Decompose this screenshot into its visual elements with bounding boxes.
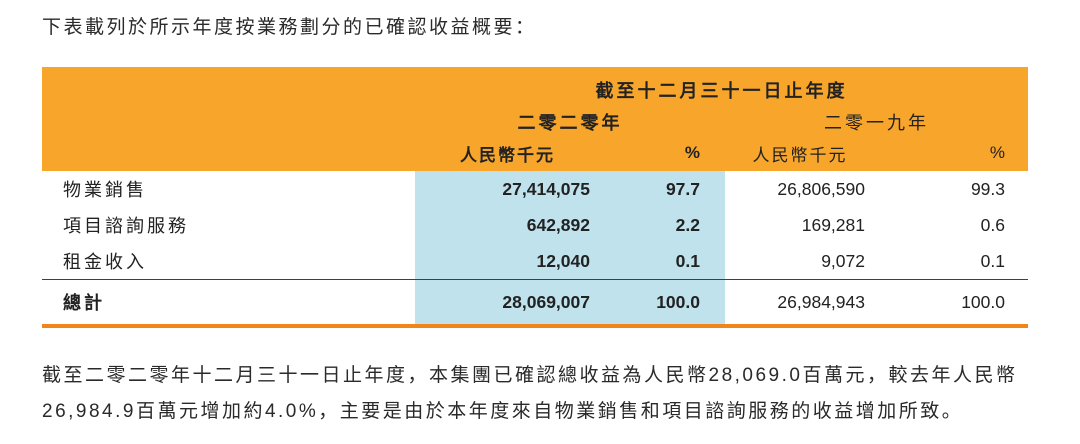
row-label: 物業銷售 bbox=[63, 180, 147, 200]
pct-2020: 0.1 bbox=[675, 250, 700, 271]
amount-2020: 642,892 bbox=[526, 214, 590, 235]
pct-2020: 2.2 bbox=[675, 214, 700, 235]
unit-label-2019: 人民幣千元 bbox=[752, 145, 848, 165]
total-separator-rule bbox=[42, 279, 1028, 280]
unit-label-2020: 人民幣千元 bbox=[460, 145, 555, 165]
pct-2019: 99.3 bbox=[970, 178, 1005, 199]
row-label: 租金收入 bbox=[63, 252, 147, 272]
pct-2019: 0.6 bbox=[980, 214, 1005, 235]
header-row-period: 截至十二月三十一日止年度 bbox=[42, 74, 1028, 106]
header-row-years: 二零二零年 二零一九年 bbox=[42, 106, 1028, 138]
summary-paragraph: 截至二零二零年十二月三十一日止年度，本集團已確認總收益為人民幣28,069.0百… bbox=[42, 358, 1070, 430]
amount-2020: 27,414,075 bbox=[502, 178, 590, 199]
intro-text: 下表載列於所示年度按業務劃分的已確認收益概要： bbox=[42, 17, 537, 38]
amount-2019: 26,806,590 bbox=[777, 178, 865, 199]
amount-2020: 12,040 bbox=[536, 250, 590, 271]
pct-label-2020: % bbox=[684, 143, 700, 162]
table-body: 物業銷售 27,414,075 97.7 26,806,590 99.3 項目諮… bbox=[42, 171, 1028, 324]
table-row-total: 總計 28,069,007 100.0 26,984,943 100.0 bbox=[42, 280, 1028, 324]
total-amount-2020: 28,069,007 bbox=[502, 291, 590, 312]
total-amount-2019: 26,984,943 bbox=[777, 291, 865, 312]
highlight-band-2020 bbox=[415, 171, 725, 324]
row-label: 項目諮詢服務 bbox=[63, 216, 189, 236]
amount-2019: 169,281 bbox=[801, 214, 865, 235]
pct-2020: 97.7 bbox=[665, 178, 700, 199]
pct-2019: 0.1 bbox=[980, 250, 1005, 271]
pct-label-2019: % bbox=[989, 143, 1005, 162]
summary-line-2: 26,984.9百萬元增加約4.0%，主要是由於本年度來自物業銷售和項目諮詢服務… bbox=[42, 401, 964, 422]
header-row-units: 人民幣千元 % 人民幣千元 % bbox=[42, 138, 1028, 168]
table-header: 截至十二月三十一日止年度 二零二零年 二零一九年 人民幣千元 % 人民幣千元 % bbox=[42, 67, 1028, 171]
table-row-consulting: 項目諮詢服務 642,892 2.2 169,281 0.6 bbox=[42, 207, 1028, 243]
total-pct-2019: 100.0 bbox=[961, 291, 1005, 312]
table-row-property-sales: 物業銷售 27,414,075 97.7 26,806,590 99.3 bbox=[42, 171, 1028, 207]
year-2020-label: 二零二零年 bbox=[517, 113, 623, 133]
table-row-rental: 租金收入 12,040 0.1 9,072 0.1 bbox=[42, 243, 1028, 279]
year-2019-label: 二零一九年 bbox=[824, 113, 929, 133]
total-label: 總計 bbox=[63, 293, 105, 313]
total-pct-2020: 100.0 bbox=[656, 291, 700, 312]
revenue-table: 截至十二月三十一日止年度 二零二零年 二零一九年 人民幣千元 % 人民幣千元 %… bbox=[42, 67, 1028, 328]
amount-2019: 9,072 bbox=[821, 250, 865, 271]
period-title: 截至十二月三十一日止年度 bbox=[595, 81, 848, 101]
summary-line-1: 截至二零二零年十二月三十一日止年度，本集團已確認總收益為人民幣28,069.0百… bbox=[42, 365, 1018, 386]
